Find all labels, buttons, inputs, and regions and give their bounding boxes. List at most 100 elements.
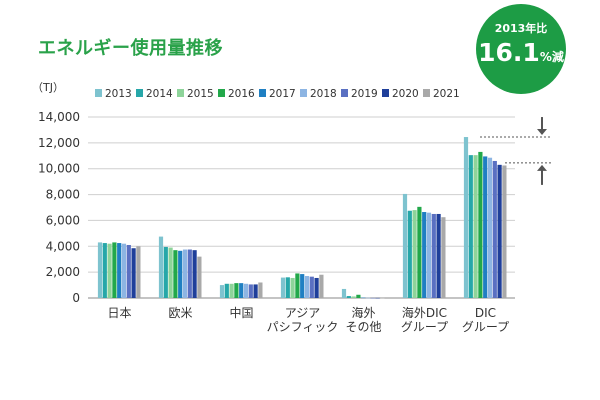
- bar: [431, 213, 436, 298]
- bar: [473, 155, 478, 298]
- gridlines: [88, 116, 515, 299]
- bar: [163, 246, 168, 298]
- legend-swatch: [382, 89, 389, 97]
- bar: [107, 243, 112, 298]
- legend-swatch: [218, 89, 225, 97]
- legend-swatch: [136, 89, 143, 97]
- up-arrow-icon: [537, 164, 547, 171]
- bar: [253, 284, 258, 298]
- y-tick-label: 6,000: [46, 213, 80, 227]
- y-tick-label: 2,000: [46, 265, 80, 279]
- legend-label: 2019: [351, 88, 378, 100]
- x-tick-label: 海外: [351, 305, 375, 320]
- bar: [422, 212, 427, 298]
- legend-label: 2016: [228, 88, 255, 100]
- bar: [112, 242, 117, 298]
- x-tick-label: 欧米: [168, 306, 192, 320]
- bar: [487, 157, 493, 298]
- bar: [361, 297, 366, 299]
- chart-title: エネルギー使用量推移: [38, 38, 223, 59]
- bar: [314, 277, 319, 298]
- bar: [173, 250, 178, 298]
- bar: [187, 249, 192, 298]
- legend-swatch: [95, 89, 102, 97]
- bar: [295, 273, 300, 298]
- reference-markers: [480, 117, 552, 185]
- bar: [182, 249, 188, 298]
- x-tick-label: 中国: [229, 305, 253, 320]
- bar: [426, 212, 432, 298]
- legend-label: 2020: [392, 88, 419, 100]
- x-tick-label: パシフィック: [267, 320, 339, 334]
- bar: [492, 160, 497, 298]
- bar: [126, 244, 131, 298]
- bar: [356, 294, 361, 298]
- bar: [248, 284, 253, 298]
- y-tick-label: 8,000: [46, 188, 80, 202]
- legend-swatch: [423, 89, 430, 97]
- bar: [224, 283, 229, 298]
- legend-swatch: [341, 89, 348, 97]
- bar: [468, 155, 473, 298]
- bar: [417, 206, 422, 298]
- x-tick-label: 日本: [107, 306, 131, 320]
- y-axis-unit-label: （TJ）: [32, 81, 64, 94]
- legend-label: 2014: [146, 88, 173, 100]
- legend-label: 2015: [187, 88, 214, 100]
- bar: [375, 297, 380, 299]
- bar: [158, 236, 164, 298]
- bar: [319, 274, 324, 298]
- bar: [285, 277, 290, 298]
- x-tick-label: グループ: [401, 320, 448, 334]
- bar: [402, 193, 408, 298]
- y-tick-label: 12,000: [38, 136, 80, 150]
- bar: [168, 247, 173, 298]
- bar: [502, 165, 507, 298]
- bar: [229, 283, 234, 298]
- bar: [370, 297, 375, 299]
- badge-value: 16.1%減: [476, 38, 566, 67]
- x-tick-label: DIC: [475, 306, 496, 320]
- badge-baseline-label: 2013年比: [494, 22, 548, 35]
- x-tick-label: アジア: [285, 306, 321, 320]
- y-tick-label: 14,000: [38, 110, 80, 124]
- reduction-badge: 2013年比 16.1%減: [476, 4, 566, 94]
- bar: [463, 137, 469, 298]
- legend-label: 2018: [310, 88, 337, 100]
- bar: [219, 285, 225, 298]
- badge-number: 16.1: [478, 38, 540, 67]
- legend: 2013 2014 2015 2016 2017 2018 2019 2020 2021: [95, 88, 460, 100]
- bar: [441, 217, 446, 298]
- bar: [192, 250, 197, 298]
- legend-swatch: [259, 89, 266, 97]
- bar: [497, 164, 502, 298]
- bar: [380, 297, 385, 299]
- badge-unit: %減: [539, 50, 564, 64]
- legend-label: 2021: [433, 88, 460, 100]
- y-tick-label: 4,000: [46, 239, 80, 253]
- bar: [478, 151, 483, 298]
- bar: [102, 243, 107, 298]
- bar: [351, 296, 356, 298]
- legend-swatch: [177, 89, 184, 97]
- bar: [304, 276, 310, 298]
- bar: [178, 250, 183, 298]
- bar: [243, 283, 249, 298]
- bar: [300, 274, 305, 298]
- bar: [197, 256, 202, 298]
- y-axis-ticks: 0 2,000 4,000 6,000 8,000 10,000 12,000 14,000: [38, 110, 80, 305]
- x-tick-label: グループ: [462, 320, 509, 334]
- bar: [136, 246, 141, 298]
- bar: [341, 288, 347, 298]
- bar: [483, 156, 488, 298]
- bar: [365, 297, 371, 299]
- bar: [436, 213, 441, 298]
- bar: [290, 277, 295, 298]
- x-tick-label: その他: [345, 320, 381, 334]
- bars: [97, 137, 507, 299]
- legend-swatch: [300, 89, 307, 97]
- bar: [407, 210, 412, 298]
- y-tick-label: 0: [72, 291, 80, 305]
